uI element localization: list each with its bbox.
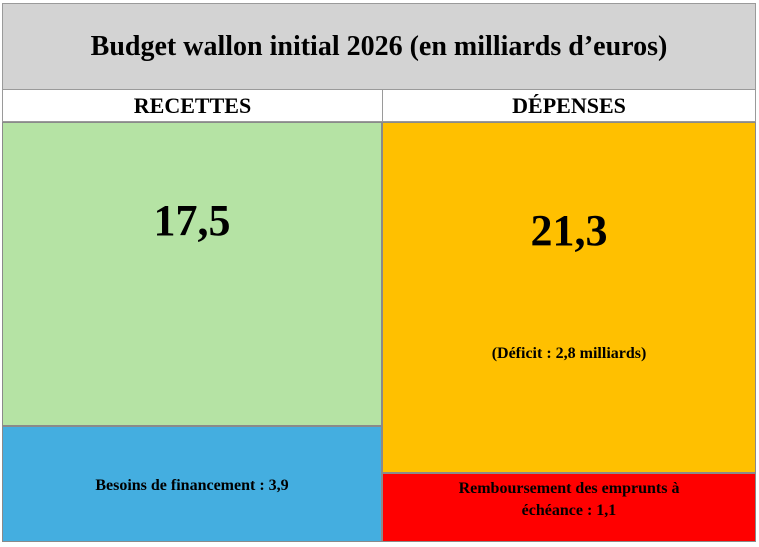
recettes-header-label: RECETTES: [133, 92, 252, 118]
depenses-block: 21,3 (Déficit : 2,8 milliards): [382, 122, 756, 473]
remboursement-label: Remboursement des emprunts à échéance : …: [403, 478, 735, 522]
remboursement-block: Remboursement des emprunts à échéance : …: [382, 473, 756, 542]
recettes-block: 17,5: [2, 122, 382, 426]
remboursement-line-1: Remboursement des emprunts à: [458, 480, 680, 497]
depenses-value: 21,3: [530, 206, 608, 255]
financement-label: Besoins de financement : 3,9: [95, 477, 289, 494]
deficit-label: (Déficit : 2,8 milliards): [491, 345, 647, 362]
recettes-value: 17,5: [153, 196, 231, 245]
title-text: Budget wallon initial 2026 (en milliards…: [90, 30, 668, 62]
depenses-header-label: DÉPENSES: [512, 92, 626, 118]
financement-block: Besoins de financement : 3,9: [2, 426, 382, 542]
depenses-header: DÉPENSES: [382, 90, 756, 122]
recettes-header: RECETTES: [2, 90, 382, 122]
page-title: Budget wallon initial 2026 (en milliards…: [2, 3, 756, 90]
remboursement-line-2: échéance : 1,1: [521, 502, 617, 519]
